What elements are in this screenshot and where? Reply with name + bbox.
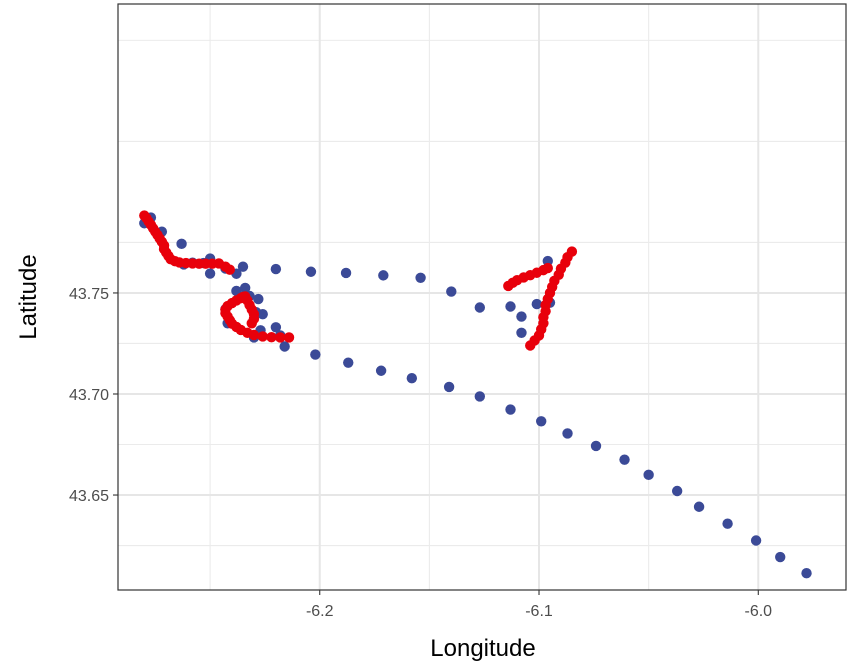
- data-point-series-1: [671, 485, 683, 497]
- data-point-series-1: [279, 341, 290, 352]
- data-point-series-1: [643, 469, 654, 481]
- minor-gridlines: [118, 4, 846, 590]
- data-point-series-2: [257, 331, 268, 342]
- data-points: [139, 210, 812, 579]
- data-point-series-2: [283, 332, 295, 343]
- data-point-series-2: [237, 291, 249, 303]
- x-tick-label: -6.0: [745, 603, 773, 620]
- data-point-series-1: [176, 238, 187, 250]
- data-point-series-1: [310, 349, 321, 360]
- data-point-series-1: [340, 267, 352, 279]
- data-point-series-1: [516, 311, 527, 322]
- data-point-series-1: [305, 266, 317, 277]
- data-point-series-1: [562, 428, 573, 439]
- data-point-series-1: [536, 416, 547, 427]
- data-point-series-1: [375, 365, 387, 376]
- data-point-series-1: [378, 270, 389, 281]
- data-point-series-1: [239, 282, 251, 294]
- data-point-series-1: [446, 286, 457, 297]
- data-point-series-1: [750, 535, 762, 546]
- data-point-series-1: [253, 293, 264, 305]
- data-point-series-1: [531, 298, 543, 310]
- data-point-series-1: [619, 454, 630, 465]
- y-tick-label: 43.75: [69, 286, 109, 303]
- y-axis-title: Latitude: [15, 254, 42, 339]
- data-point-series-1: [693, 501, 705, 512]
- x-tick-label: -6.1: [525, 603, 553, 620]
- panel-border: [117, 3, 847, 591]
- data-point-series-1: [722, 518, 733, 529]
- data-point-series-1: [270, 322, 282, 333]
- data-point-series-1: [415, 272, 426, 283]
- data-point-series-2: [275, 332, 286, 343]
- data-point-series-1: [270, 263, 282, 275]
- data-point-series-1: [505, 404, 516, 415]
- y-tick-label: 43.65: [69, 488, 109, 505]
- data-point-series-1: [474, 391, 486, 402]
- x-axis-ticks: -6.2 -6.1 -6.0: [306, 590, 772, 620]
- panel-background: [118, 4, 846, 590]
- data-point-series-1: [237, 261, 249, 272]
- data-point-series-1: [516, 327, 527, 338]
- data-point-series-1: [406, 373, 418, 384]
- y-axis-ticks: 43.65 43.70 43.75: [69, 286, 118, 505]
- data-point-series-2: [266, 332, 277, 343]
- x-axis-title: Longitude: [430, 635, 535, 662]
- data-point-series-2: [248, 329, 260, 341]
- data-point-series-1: [590, 440, 602, 452]
- y-tick-label: 43.70: [69, 387, 109, 404]
- data-point-series-1: [474, 302, 486, 313]
- data-point-series-1: [257, 308, 268, 320]
- data-point-series-1: [204, 268, 216, 279]
- data-point-series-2: [525, 340, 536, 351]
- data-point-series-1: [775, 551, 786, 563]
- data-point-series-1: [801, 568, 812, 579]
- data-point-series-2: [542, 262, 553, 274]
- data-point-series-1: [505, 301, 516, 312]
- data-point-series-1: [443, 381, 455, 393]
- data-point-series-1: [343, 357, 354, 368]
- x-tick-label: -6.2: [306, 603, 334, 620]
- data-point-series-2: [224, 264, 236, 275]
